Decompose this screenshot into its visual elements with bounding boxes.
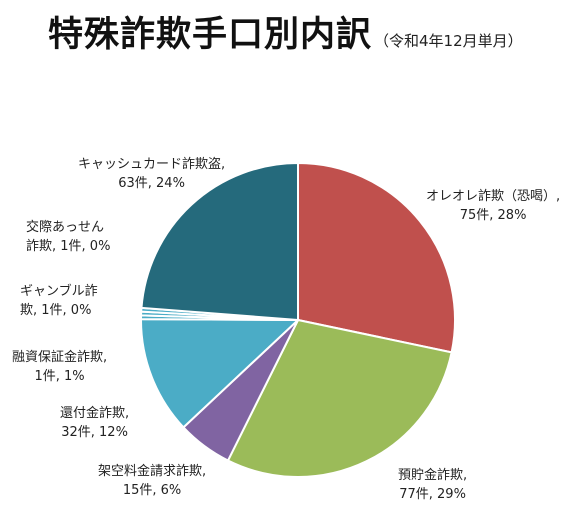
label-cashcard-value: 63件, 24%: [118, 176, 185, 191]
label-kakuu-value: 15件, 6%: [122, 483, 182, 498]
label-cashcard-name: キャッシュカード詐欺盗,: [78, 157, 226, 172]
label-kosai: 交際あっせん 詐欺, 1件, 0%: [26, 218, 110, 256]
label-gamble-name: ギャンブル詐: [20, 284, 98, 299]
label-cashcard: キャッシュカード詐欺盗, 63件, 24%: [78, 155, 225, 193]
pie-slice-3: [140, 318, 299, 429]
chart-title-sub: （令和4年12月単月）: [374, 32, 523, 50]
label-kanpu-value: 32件, 12%: [61, 425, 128, 440]
label-kakuu: 架空料金請求詐欺, 15件, 6%: [98, 462, 206, 500]
label-oreore-name: オレオレ詐欺（恐喝）,: [426, 189, 561, 204]
label-gamble: ギャンブル詐 欺, 1件, 0%: [20, 282, 98, 320]
pie-slices: [140, 162, 456, 478]
label-kakuu-name: 架空料金請求詐欺,: [98, 464, 207, 479]
chart-title-main: 特殊詐欺手口別内訳: [48, 15, 373, 55]
label-yushi-name: 融資保証金詐欺,: [12, 350, 108, 365]
label-kanpu: 還付金詐欺, 32件, 12%: [60, 404, 129, 442]
pie-slice-0: [297, 162, 456, 354]
pie-slice-7: [140, 162, 299, 321]
label-gamble-value: 欺, 1件, 0%: [20, 303, 92, 318]
label-oreore: オレオレ詐欺（恐喝）, 75件, 28%: [426, 187, 560, 225]
label-yushi-value: 1件, 1%: [34, 369, 85, 384]
label-yochokin-name: 預貯金詐欺,: [398, 468, 468, 483]
label-kanpu-name: 還付金詐欺,: [60, 406, 130, 421]
label-yushi: 融資保証金詐欺, 1件, 1%: [12, 348, 107, 386]
label-yochokin: 預貯金詐欺, 77件, 29%: [398, 466, 467, 504]
label-kosai-name: 交際あっせん: [26, 220, 105, 235]
pie-slice-1: [226, 319, 453, 478]
label-yochokin-value: 77件, 29%: [399, 487, 466, 502]
chart-title: 特殊詐欺手口別内訳 （令和4年12月単月）: [48, 6, 523, 57]
label-kosai-value: 詐欺, 1件, 0%: [26, 239, 111, 254]
label-oreore-value: 75件, 28%: [459, 208, 527, 223]
